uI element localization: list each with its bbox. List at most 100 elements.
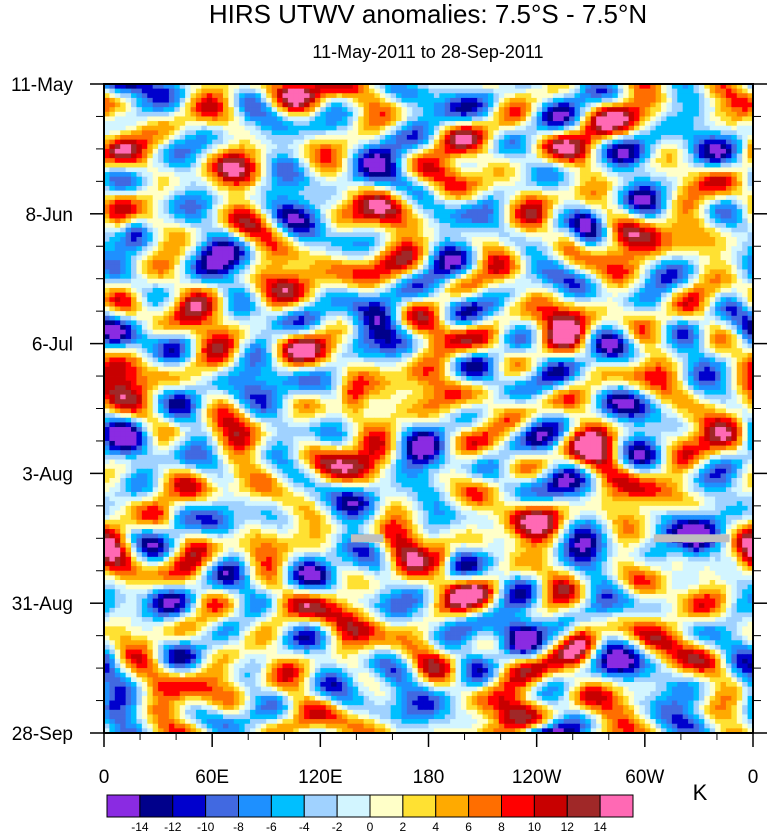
heatmap-cell bbox=[141, 121, 148, 127]
heatmap-cell bbox=[531, 218, 538, 224]
heatmap-cell bbox=[379, 274, 386, 280]
heatmap-cell bbox=[250, 162, 256, 168]
heatmap-cell bbox=[601, 162, 608, 168]
heatmap-cell bbox=[406, 250, 413, 256]
heatmap-cell bbox=[698, 116, 705, 122]
heatmap-cell bbox=[677, 260, 684, 266]
heatmap-cell bbox=[390, 185, 397, 192]
heatmap-cell bbox=[558, 88, 565, 94]
heatmap-cell bbox=[617, 190, 624, 196]
heatmap-cell bbox=[358, 93, 364, 99]
heatmap-cell bbox=[104, 116, 110, 122]
heatmap-cell bbox=[120, 227, 127, 233]
heatmap-cell bbox=[250, 93, 256, 99]
heatmap-cell bbox=[558, 158, 565, 164]
heatmap-cell bbox=[195, 167, 202, 173]
heatmap-cell bbox=[304, 190, 310, 196]
heatmap-cell bbox=[271, 246, 278, 252]
heatmap-cell bbox=[628, 84, 635, 90]
heatmap-cell bbox=[428, 139, 435, 145]
heatmap-cell bbox=[455, 158, 462, 164]
heatmap-cell bbox=[536, 209, 543, 215]
heatmap-cell bbox=[320, 153, 327, 159]
heatmap-cell bbox=[163, 153, 170, 159]
heatmap-cell bbox=[617, 204, 624, 210]
heatmap-cell bbox=[720, 255, 727, 261]
heatmap-cell bbox=[163, 218, 170, 224]
heatmap-cell bbox=[558, 241, 565, 247]
heatmap-cell bbox=[304, 153, 310, 159]
heatmap-cell bbox=[552, 199, 559, 205]
heatmap-cell bbox=[655, 204, 662, 210]
heatmap-cell bbox=[222, 134, 229, 141]
heatmap-cell bbox=[590, 158, 597, 164]
heatmap-cell bbox=[466, 121, 473, 127]
heatmap-cell bbox=[477, 172, 483, 178]
heatmap-cell bbox=[206, 250, 213, 256]
heatmap-cell bbox=[396, 139, 402, 145]
heatmap-cell bbox=[125, 107, 132, 113]
heatmap-cell bbox=[698, 134, 705, 141]
heatmap-cell bbox=[606, 176, 613, 182]
heatmap-cell bbox=[731, 148, 738, 154]
heatmap-cell bbox=[742, 195, 748, 201]
heatmap-cell bbox=[158, 93, 164, 99]
heatmap-cell bbox=[498, 144, 505, 150]
heatmap-cell bbox=[493, 260, 500, 266]
heatmap-cell bbox=[114, 107, 121, 113]
heatmap-cell bbox=[466, 125, 473, 131]
heatmap-cell bbox=[742, 209, 748, 215]
heatmap-cell bbox=[525, 255, 532, 261]
heatmap-cell bbox=[693, 190, 700, 196]
heatmap-cell bbox=[509, 158, 516, 164]
heatmap-cell bbox=[309, 176, 316, 182]
heatmap-cell bbox=[628, 93, 635, 99]
heatmap-cell bbox=[282, 130, 289, 136]
heatmap-cell bbox=[531, 227, 538, 233]
heatmap-cell bbox=[682, 246, 689, 252]
heatmap-cell bbox=[634, 195, 640, 201]
heatmap-cell bbox=[374, 139, 381, 145]
heatmap-cell bbox=[428, 204, 435, 210]
heatmap-cell bbox=[623, 130, 630, 136]
heatmap-cell bbox=[455, 255, 462, 261]
heatmap-cell bbox=[655, 153, 662, 159]
heatmap-cell bbox=[547, 227, 554, 233]
heatmap-cell bbox=[585, 181, 592, 187]
heatmap-cell bbox=[428, 218, 435, 224]
heatmap-cell bbox=[109, 93, 116, 99]
heatmap-cell bbox=[304, 255, 310, 261]
heatmap-cell bbox=[542, 84, 548, 90]
heatmap-cell bbox=[352, 139, 359, 145]
heatmap-cell bbox=[304, 116, 310, 122]
heatmap-cell bbox=[147, 176, 154, 182]
heatmap-cell bbox=[552, 144, 559, 150]
heatmap-cell bbox=[688, 88, 694, 94]
heatmap-cell bbox=[466, 144, 473, 150]
heatmap-cell bbox=[671, 158, 678, 164]
heatmap-cell bbox=[601, 199, 608, 205]
heatmap-cell bbox=[742, 190, 748, 196]
heatmap-cell bbox=[320, 227, 327, 233]
heatmap-cell bbox=[542, 232, 548, 238]
heatmap-cell bbox=[450, 144, 456, 150]
heatmap-cell bbox=[715, 227, 721, 233]
heatmap-cell bbox=[228, 116, 235, 122]
heatmap-cell bbox=[552, 255, 559, 261]
heatmap-cell bbox=[688, 269, 694, 275]
heatmap-cell bbox=[201, 190, 208, 196]
heatmap-cell bbox=[217, 148, 224, 154]
heatmap-cell bbox=[255, 255, 262, 261]
heatmap-cell bbox=[396, 172, 402, 178]
heatmap-cell bbox=[504, 121, 511, 127]
heatmap-cell bbox=[563, 181, 570, 187]
heatmap-cell bbox=[158, 199, 164, 205]
heatmap-cell bbox=[460, 144, 467, 150]
heatmap-cell bbox=[104, 125, 110, 131]
heatmap-cell bbox=[277, 102, 283, 108]
heatmap-cell bbox=[477, 185, 483, 192]
heatmap-cell bbox=[331, 241, 337, 247]
heatmap-cell bbox=[715, 190, 721, 196]
heatmap-cell bbox=[601, 148, 608, 154]
heatmap-cell bbox=[239, 223, 246, 229]
